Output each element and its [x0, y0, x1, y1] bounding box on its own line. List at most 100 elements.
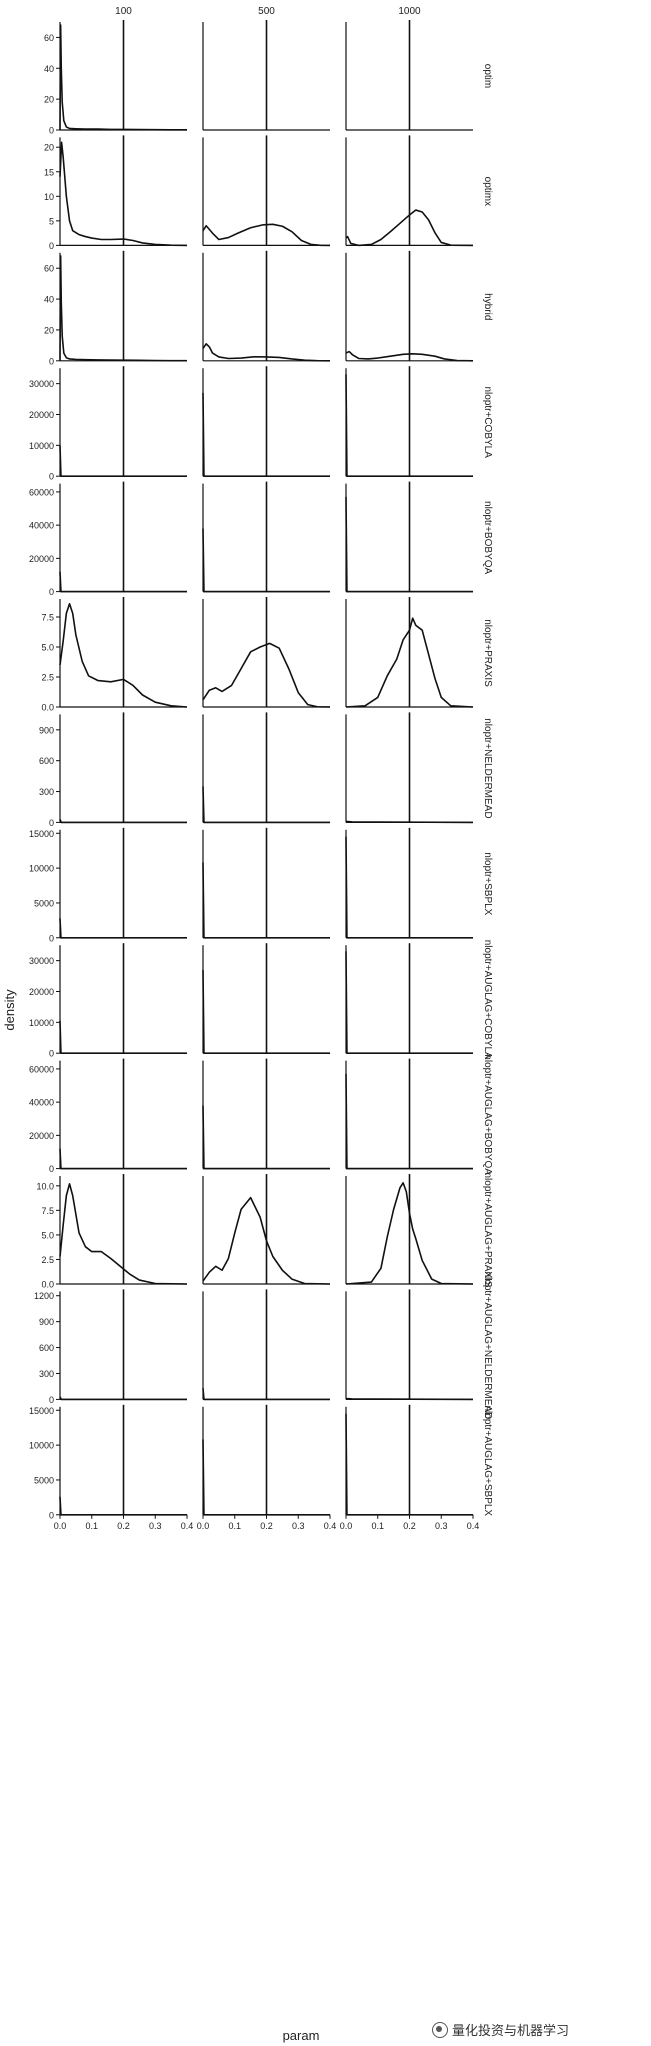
density-curve [202, 1105, 330, 1170]
panel-9-1 [202, 1058, 330, 1170]
y-tick-label: 15 [44, 167, 54, 177]
density-curve [345, 1182, 474, 1285]
x-tick-label: 0.0 [54, 1521, 67, 1531]
watermark-text: 量化投资与机器学习 [452, 2024, 570, 2039]
density-curve [345, 617, 474, 708]
row-labels: optim optimx hybrid nloptr+COBYLA nloptr+BOB… [482, 64, 493, 1517]
density-curve [59, 24, 187, 131]
density-curve [202, 392, 330, 477]
x-tick-label: 0.2 [403, 1521, 416, 1531]
panel-5-1 [202, 597, 331, 708]
panel-11-0 [59, 1289, 187, 1401]
y-tick-label: 10 [44, 192, 54, 202]
panel-3-2 [345, 366, 473, 477]
x-tick-label: 0.3 [149, 1521, 162, 1531]
density-curve [345, 820, 474, 824]
y-axis-title: density [2, 989, 17, 1031]
density-curve [345, 350, 474, 362]
row-label-8: nloptr+AUGLAG+COBYLA [482, 940, 493, 1059]
row-label-0: optim [482, 64, 493, 88]
panel-9-2 [345, 1058, 473, 1170]
density-curve [59, 1020, 187, 1054]
x-tick-label: 0.4 [467, 1521, 480, 1531]
density-curve [59, 1396, 187, 1401]
panel-11-1 [202, 1289, 330, 1401]
panel-0-2 [345, 20, 473, 131]
panel-12-2: 0.0 0.1 0.2 0.3 0.4 [340, 1404, 480, 1531]
density-curve [202, 343, 331, 362]
panel-2-1 [202, 250, 331, 362]
y-tick-label: 2.5 [41, 673, 54, 683]
y-tick-label: 0 [49, 818, 54, 828]
density-curve [202, 1388, 330, 1401]
y-tick-label: 20 [44, 143, 54, 153]
y-tick-label: 40000 [29, 521, 54, 531]
density-curve [202, 223, 331, 247]
column-header-1000: 1000 [398, 6, 421, 17]
panel-4-0 [59, 481, 187, 593]
density-curve [59, 819, 187, 824]
density-curve [59, 1183, 188, 1285]
x-tick-label: 0.1 [371, 1521, 384, 1531]
x-tick-label: 0.0 [340, 1521, 353, 1531]
y-tick-label: 30000 [29, 379, 54, 389]
x-tick-label: 0.2 [117, 1521, 130, 1531]
y-tick-label: 900 [39, 1317, 54, 1327]
panel-5-0 [59, 597, 188, 708]
y-tick-label: 60 [44, 33, 54, 43]
density-curve [345, 496, 473, 593]
panel-6-0 [59, 712, 187, 824]
y-tick-label: 20000 [29, 1131, 54, 1141]
row-label-12: nloptr+AUGLAG+SBPLX [482, 1405, 493, 1516]
column-header-500: 500 [258, 6, 275, 17]
facet-row-5: 0.0 2.5 5.0 7.5 [41, 597, 474, 713]
y-tick-label: 0 [49, 1164, 54, 1174]
y-tick-label: 20 [44, 95, 54, 105]
column-header-100: 100 [115, 6, 132, 17]
y-tick-label: 20000 [29, 987, 54, 997]
y-tick-label: 7.5 [41, 613, 54, 623]
panel-4-2 [345, 481, 473, 593]
x-tick-label: 0.3 [435, 1521, 448, 1531]
density-curve [59, 445, 187, 477]
density-curve [59, 255, 188, 362]
y-tick-label: 0 [49, 587, 54, 597]
density-curve [59, 141, 188, 247]
panel-6-2 [345, 712, 474, 824]
panel-10-1 [202, 1174, 331, 1285]
panel-8-2 [345, 943, 473, 1054]
x-tick-label: 0.0 [197, 1521, 210, 1531]
row-label-1: optimx [482, 177, 493, 206]
row-label-6: nloptr+NELDERMEAD [482, 718, 493, 818]
facet-row-10: 0.0 2.5 5.0 7.5 10.0 [36, 1174, 474, 1290]
density-curve [202, 1439, 330, 1516]
facet-row-7: 0 5000 10000 15000 [29, 827, 473, 943]
density-curve [202, 786, 330, 824]
y-tick-label: 0 [49, 933, 54, 943]
y-tick-label: 10.0 [36, 1181, 54, 1191]
y-tick-label: 300 [39, 1369, 54, 1379]
panel-2-0 [59, 250, 188, 362]
row-label-11: nloptr+AUGLAG+NELDERMEAD [482, 1271, 493, 1419]
panel-12-0: 0.0 0.1 0.2 0.3 0.4 [54, 1404, 193, 1531]
panel-1-1 [202, 135, 331, 247]
y-tick-label: 600 [39, 756, 54, 766]
density-curve [345, 374, 473, 477]
density-curve [59, 571, 187, 593]
panel-10-0 [59, 1174, 188, 1285]
x-tick-label: 0.2 [260, 1521, 273, 1531]
x-tick-label: 0.3 [292, 1521, 305, 1531]
panel-0-0 [59, 20, 187, 131]
density-curve [59, 1148, 187, 1170]
panel-2-2 [345, 250, 474, 362]
y-tick-label: 2.5 [41, 1255, 54, 1265]
y-tick-label: 60 [44, 264, 54, 274]
y-tick-label: 60000 [29, 487, 54, 497]
y-tick-label: 0 [49, 356, 54, 366]
y-tick-label: 0 [49, 1510, 54, 1520]
facet-row-6: 0 300 600 900 [39, 712, 474, 828]
density-curve [202, 528, 330, 593]
facet-row-11: 0 300 600 900 1200 [34, 1289, 474, 1405]
y-tick-label: 0 [49, 1395, 54, 1405]
